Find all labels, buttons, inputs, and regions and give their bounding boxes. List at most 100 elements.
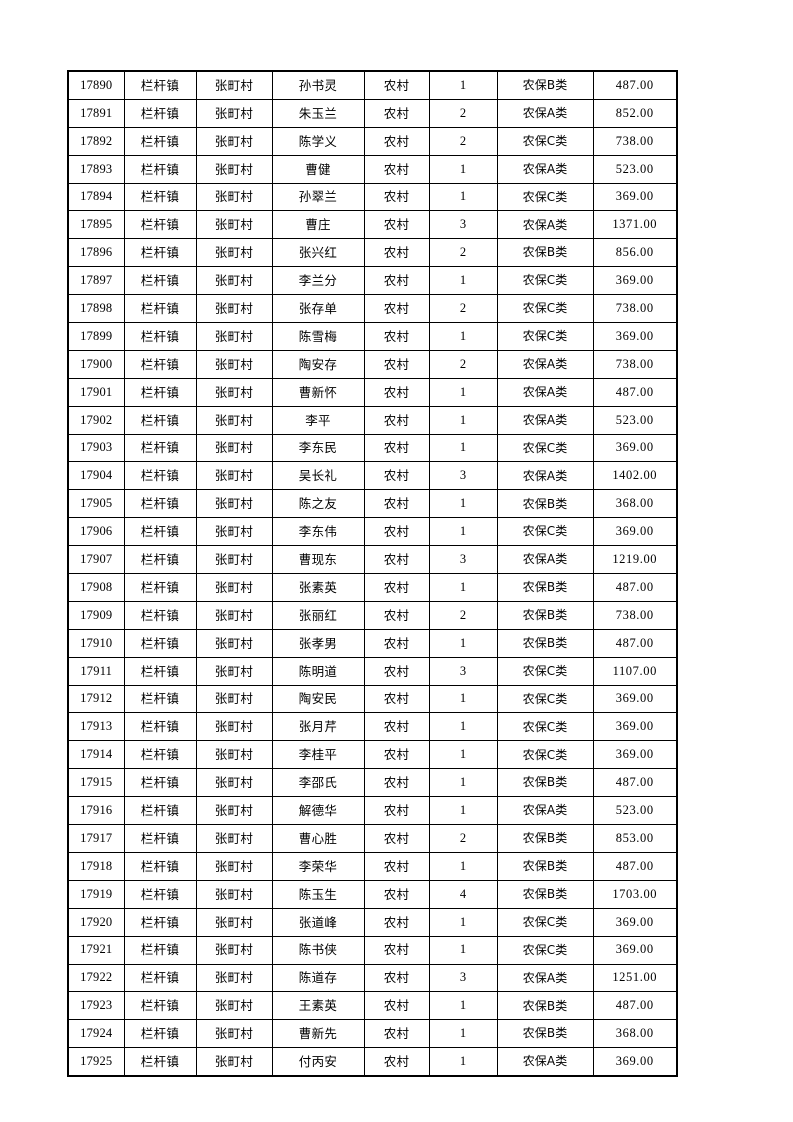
cell-village: 张町村 — [195, 154, 273, 184]
cell-household-type: 农村 — [363, 768, 430, 798]
cell-household-type: 农村 — [363, 879, 430, 909]
cell-scheme: 农保C类 — [496, 684, 594, 714]
cell-count: 3 — [428, 656, 498, 686]
table-row: 17915 栏杆镇 张町村 李邵氏 农村 1 农保B类 487.00 — [67, 768, 678, 798]
cell-household-type: 农村 — [363, 824, 430, 853]
cell-serial: 17917 — [67, 824, 125, 853]
cell-town: 栏杆镇 — [123, 1047, 197, 1077]
cell-amount: 368.00 — [592, 489, 678, 519]
cell-name: 张道峰 — [271, 907, 365, 937]
cell-name: 朱玉兰 — [271, 98, 365, 128]
table-row: 17920 栏杆镇 张町村 张道峰 农村 1 农保C类 369.00 — [67, 907, 678, 937]
cell-serial: 17915 — [67, 768, 125, 798]
table-row: 17891 栏杆镇 张町村 朱玉兰 农村 2 农保A类 852.00 — [67, 98, 678, 128]
cell-name: 陈明道 — [271, 656, 365, 686]
cell-amount: 523.00 — [592, 796, 678, 826]
cell-household-type: 农村 — [363, 1047, 430, 1077]
cell-scheme: 农保B类 — [496, 1019, 594, 1049]
cell-amount: 523.00 — [592, 154, 678, 184]
cell-name: 张素英 — [271, 573, 365, 602]
cell-serial: 17899 — [67, 322, 125, 351]
cell-scheme: 农保C类 — [496, 907, 594, 937]
cell-household-type: 农村 — [363, 489, 430, 519]
cell-village: 张町村 — [195, 294, 273, 324]
table-row: 17924 栏杆镇 张町村 曹新先 农村 1 农保B类 368.00 — [67, 1019, 678, 1049]
cell-name: 付丙安 — [271, 1047, 365, 1077]
cell-name: 张存单 — [271, 294, 365, 324]
roster-table-container: 17890 栏杆镇 张町村 孙书灵 农村 1 农保B类 487.00 17891 栏杆镇 张町村 朱玉… — [67, 70, 678, 1078]
cell-scheme: 农保A类 — [496, 461, 594, 491]
cell-amount: 369.00 — [592, 712, 678, 742]
cell-village: 张町村 — [195, 991, 273, 1021]
cell-scheme: 农保C类 — [496, 712, 594, 742]
cell-name: 曹新怀 — [271, 377, 365, 407]
cell-scheme: 农保B类 — [496, 768, 594, 798]
cell-serial: 17910 — [67, 628, 125, 658]
cell-count: 1 — [428, 489, 498, 519]
cell-scheme: 农保B类 — [496, 824, 594, 853]
cell-name: 陶安民 — [271, 684, 365, 714]
cell-household-type: 农村 — [363, 907, 430, 937]
cell-name: 李东民 — [271, 433, 365, 463]
cell-serial: 17921 — [67, 935, 125, 965]
cell-amount: 369.00 — [592, 935, 678, 965]
cell-town: 栏杆镇 — [123, 600, 197, 630]
cell-scheme: 农保C类 — [496, 126, 594, 156]
cell-serial: 17909 — [67, 600, 125, 630]
cell-town: 栏杆镇 — [123, 433, 197, 463]
cell-name: 李邵氏 — [271, 768, 365, 798]
cell-serial: 17908 — [67, 573, 125, 602]
table-row: 17904 栏杆镇 张町村 吴长礼 农村 3 农保A类 1402.00 — [67, 461, 678, 491]
table-row: 17906 栏杆镇 张町村 李东伟 农村 1 农保C类 369.00 — [67, 517, 678, 547]
cell-amount: 738.00 — [592, 126, 678, 156]
cell-scheme: 农保A类 — [496, 377, 594, 407]
cell-serial: 17918 — [67, 851, 125, 881]
cell-name: 李平 — [271, 405, 365, 435]
cell-village: 张町村 — [195, 573, 273, 602]
cell-serial: 17923 — [67, 991, 125, 1021]
cell-village: 张町村 — [195, 210, 273, 240]
roster-table-body: 17890 栏杆镇 张町村 孙书灵 农村 1 农保B类 487.00 17891 栏杆镇 张町村 朱玉… — [67, 70, 678, 1077]
cell-count: 2 — [428, 600, 498, 630]
cell-count: 1 — [428, 322, 498, 351]
cell-amount: 369.00 — [592, 517, 678, 547]
cell-town: 栏杆镇 — [123, 405, 197, 435]
cell-town: 栏杆镇 — [123, 377, 197, 407]
cell-count: 2 — [428, 294, 498, 324]
cell-name: 陈书侠 — [271, 935, 365, 965]
cell-town: 栏杆镇 — [123, 182, 197, 212]
cell-scheme: 农保B类 — [496, 70, 594, 100]
cell-village: 张町村 — [195, 1047, 273, 1077]
cell-count: 1 — [428, 70, 498, 100]
cell-scheme: 农保B类 — [496, 489, 594, 519]
cell-village: 张町村 — [195, 126, 273, 156]
cell-household-type: 农村 — [363, 712, 430, 742]
cell-village: 张町村 — [195, 740, 273, 770]
table-row: 17925 栏杆镇 张町村 付丙安 农村 1 农保A类 369.00 — [67, 1047, 678, 1077]
cell-count: 3 — [428, 963, 498, 993]
cell-town: 栏杆镇 — [123, 70, 197, 100]
cell-scheme: 农保A类 — [496, 796, 594, 826]
cell-scheme: 农保A类 — [496, 963, 594, 993]
cell-count: 1 — [428, 266, 498, 296]
cell-count: 1 — [428, 377, 498, 407]
cell-town: 栏杆镇 — [123, 796, 197, 826]
cell-amount: 369.00 — [592, 1047, 678, 1077]
table-row: 17900 栏杆镇 张町村 陶安存 农村 2 农保A类 738.00 — [67, 349, 678, 379]
cell-amount: 523.00 — [592, 405, 678, 435]
cell-village: 张町村 — [195, 712, 273, 742]
cell-name: 张丽红 — [271, 600, 365, 630]
cell-name: 王素英 — [271, 991, 365, 1021]
cell-town: 栏杆镇 — [123, 1019, 197, 1049]
cell-amount: 1251.00 — [592, 963, 678, 993]
cell-scheme: 农保B类 — [496, 238, 594, 268]
cell-household-type: 农村 — [363, 266, 430, 296]
cell-count: 1 — [428, 991, 498, 1021]
table-row: 17890 栏杆镇 张町村 孙书灵 农村 1 农保B类 487.00 — [67, 70, 678, 100]
cell-amount: 369.00 — [592, 684, 678, 714]
cell-name: 解德华 — [271, 796, 365, 826]
cell-amount: 369.00 — [592, 322, 678, 351]
cell-amount: 852.00 — [592, 98, 678, 128]
cell-scheme: 农保C类 — [496, 740, 594, 770]
cell-count: 1 — [428, 768, 498, 798]
